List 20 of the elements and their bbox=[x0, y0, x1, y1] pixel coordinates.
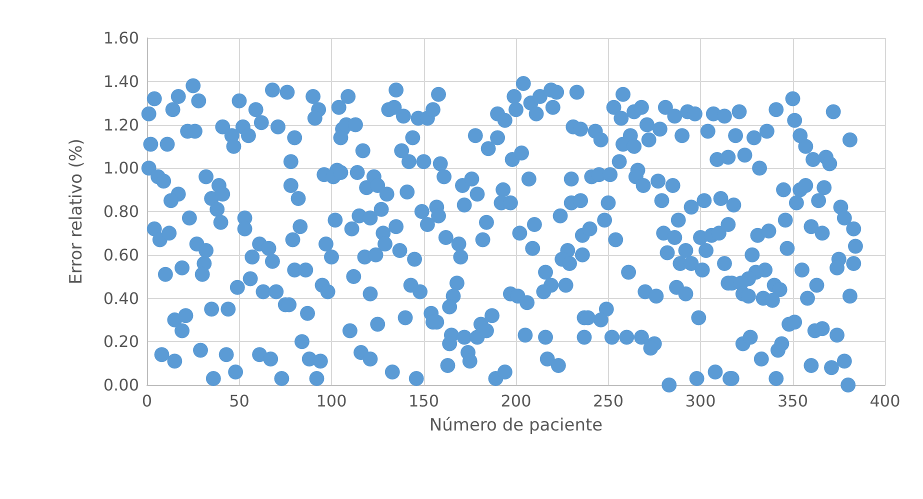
y-tick-label: 0.60 bbox=[103, 245, 139, 264]
y-tick-label: 1.60 bbox=[103, 28, 139, 48]
x-tick-label: 250 bbox=[592, 392, 624, 410]
y-tick-label: 0.40 bbox=[103, 288, 139, 308]
x-tick-label: 100 bbox=[316, 392, 347, 410]
x-tick-label: 200 bbox=[500, 392, 532, 410]
x-tick-label: 50 bbox=[229, 392, 250, 410]
x-axis-title: Número de paciente bbox=[429, 416, 603, 436]
y-tick-label: 1.20 bbox=[103, 115, 139, 134]
x-tick-label: 300 bbox=[685, 392, 716, 410]
x-tick-label: 150 bbox=[408, 392, 440, 410]
y-tick-label: 1.00 bbox=[103, 158, 139, 178]
x-tick-label: 350 bbox=[777, 392, 808, 410]
y-tick-label: 0.20 bbox=[103, 332, 139, 352]
y-tick-label: 0.00 bbox=[103, 376, 139, 394]
y-axis-title: Error relativo (%) bbox=[66, 138, 86, 284]
x-tick-label: 400 bbox=[870, 392, 900, 410]
y-tick-label: 0.80 bbox=[103, 202, 139, 221]
y-tick-label: 1.40 bbox=[103, 72, 139, 91]
x-tick-label: 0 bbox=[142, 392, 152, 410]
